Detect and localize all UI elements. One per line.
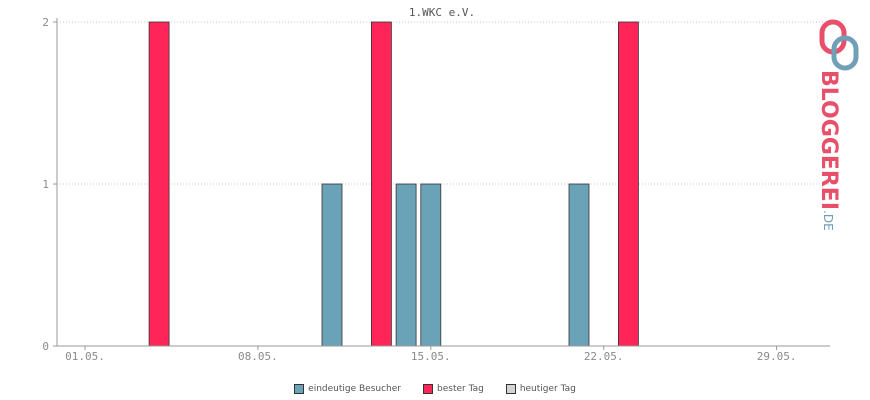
bar-unique-visitors <box>568 183 590 347</box>
legend-swatch <box>294 384 305 394</box>
x-tick-label: 29.05. <box>757 350 797 363</box>
legend-label: heutiger Tag <box>519 384 576 394</box>
bar-unique-visitors <box>395 183 417 347</box>
axes <box>53 18 830 350</box>
x-tick-label: 15.05. <box>411 350 451 363</box>
legend-item-today: heutiger Tag <box>505 384 576 394</box>
bar-best-day <box>148 21 170 347</box>
logo-wordmark: BLOGGEREI.DE <box>816 70 841 231</box>
y-tick-label: 1 <box>42 178 49 191</box>
x-tick-label: 22.05. <box>584 350 624 363</box>
legend-item-unique-visitors: eindeutige Besucher <box>294 384 401 394</box>
x-tick-label: 08.05. <box>238 350 278 363</box>
logo-icon <box>819 19 859 71</box>
grid <box>57 21 830 185</box>
legend-label: eindeutige Besucher <box>308 384 401 394</box>
legend-swatch <box>505 384 516 394</box>
x-tick-label: 01.05. <box>65 350 105 363</box>
y-tick-label: 0 <box>42 340 49 353</box>
bar-unique-visitors <box>420 183 442 347</box>
bars <box>148 21 639 347</box>
legend-item-best-day: bester Tag <box>423 384 484 394</box>
tick-labels: 0 1 2 01.05. 08.05. 15.05. 22.05. 29.05. <box>42 16 796 363</box>
legend-swatch <box>423 384 433 394</box>
bloggerei-logo <box>812 18 868 218</box>
bar-unique-visitors <box>321 183 343 347</box>
bar-best-day <box>370 21 392 347</box>
y-tick-label: 2 <box>42 16 49 29</box>
chart-title: 1.WKC e.V. <box>409 6 475 19</box>
logo-text: BLOGGEREI <box>816 70 841 211</box>
legend-label: bester Tag <box>437 384 484 394</box>
legend: eindeutige Besucher bester Tag heutiger … <box>0 384 870 394</box>
bar-best-day <box>618 21 639 347</box>
logo-suffix: .DE <box>821 210 835 231</box>
